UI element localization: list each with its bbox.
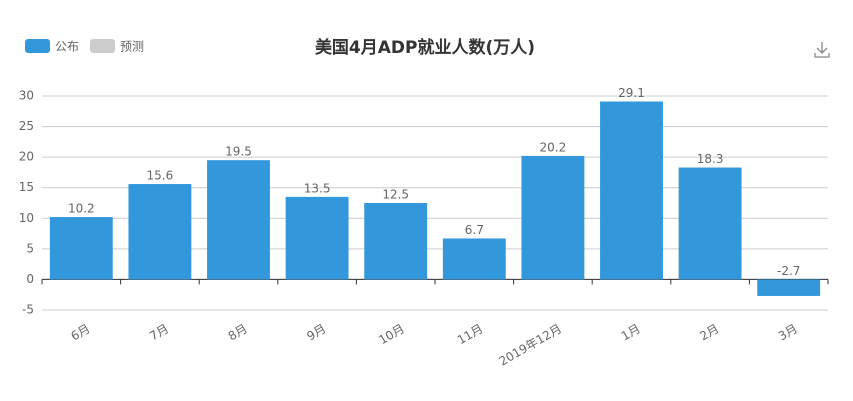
y-tick-label: 0 (26, 272, 34, 286)
x-tick-label: 9月 (304, 322, 328, 344)
x-tick-label: 10月 (376, 322, 407, 348)
data-label: 13.5 (304, 181, 331, 195)
download-glyph (814, 42, 830, 58)
x-tick-label: 1月 (619, 322, 643, 344)
data-label: 20.2 (540, 140, 567, 154)
y-tick-label: -5 (22, 303, 34, 317)
y-tick-label: 15 (19, 180, 34, 194)
y-tick-label: 5 (26, 241, 34, 255)
x-tick-label: 8月 (226, 322, 250, 344)
download-icon[interactable] (814, 42, 830, 58)
x-tick-label: 3月 (776, 322, 800, 344)
bar (442, 238, 506, 280)
x-tick-label: 7月 (147, 322, 171, 344)
data-label: 10.2 (68, 202, 95, 216)
y-tick-label: 30 (19, 89, 34, 103)
bar (49, 217, 113, 280)
legend-swatch[interactable] (90, 39, 115, 53)
data-label: 18.3 (697, 152, 724, 166)
chart-title: 美国4月ADP就业人数(万人) (315, 37, 535, 58)
x-tick-label: 6月 (69, 322, 93, 344)
bar (285, 196, 349, 280)
legend-label[interactable]: 公布 (55, 40, 79, 54)
data-label: 12.5 (382, 188, 409, 202)
x-tick-label: 11月 (455, 322, 486, 348)
y-tick-label: 25 (19, 119, 34, 133)
legend-label[interactable]: 预测 (120, 40, 144, 54)
y-tick-label: 20 (19, 150, 34, 164)
data-label: 6.7 (465, 223, 484, 237)
x-tick-label: 2月 (697, 322, 721, 344)
bar (678, 167, 742, 280)
bar (128, 184, 192, 280)
bar (600, 101, 663, 280)
data-label: 19.5 (225, 145, 252, 159)
bar (364, 203, 428, 280)
bar (757, 279, 821, 296)
legend-swatch[interactable] (25, 39, 50, 53)
x-tick-label: 2019年12月 (497, 322, 564, 369)
y-tick-label: 10 (19, 211, 34, 225)
data-label: 15.6 (147, 169, 174, 183)
bar (207, 160, 270, 280)
data-label: -2.7 (777, 264, 800, 278)
bar (521, 155, 585, 280)
data-label: 29.1 (618, 86, 645, 100)
